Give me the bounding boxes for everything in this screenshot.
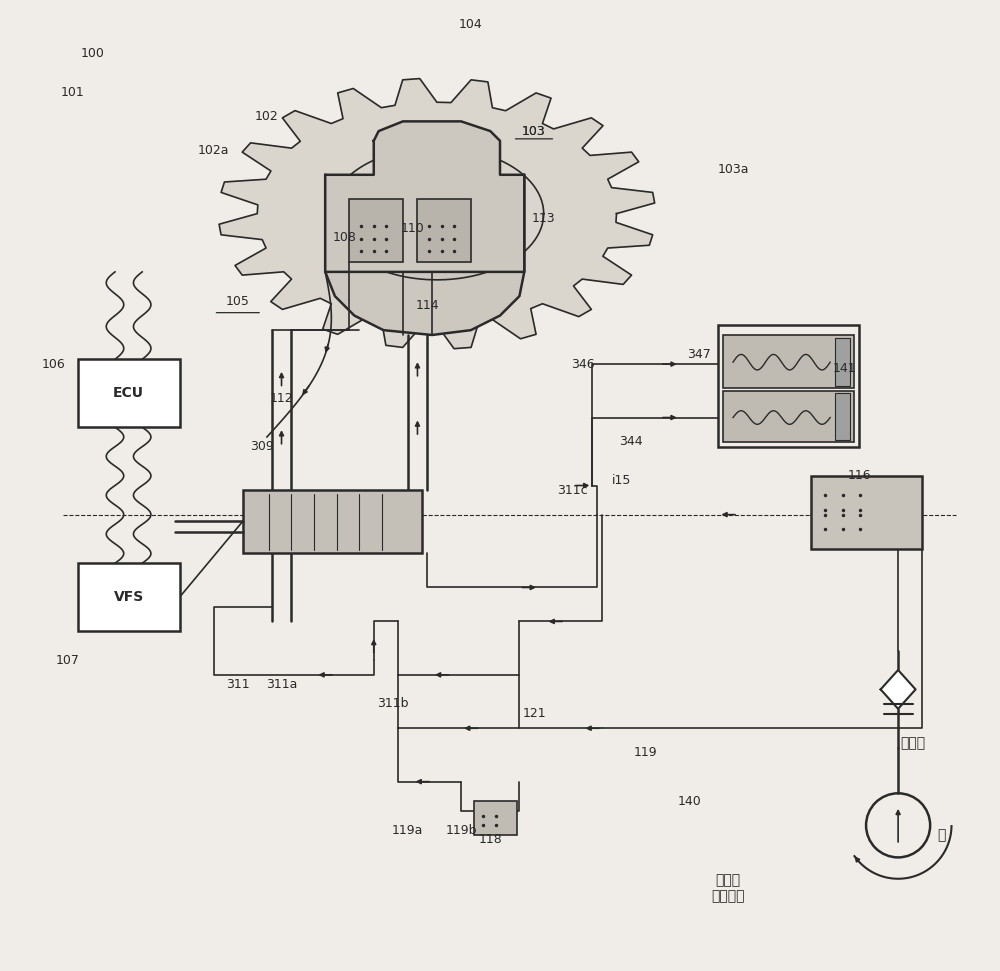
Polygon shape [881, 670, 916, 709]
Text: 311c: 311c [558, 484, 588, 497]
Text: 116: 116 [847, 469, 871, 483]
FancyBboxPatch shape [474, 801, 517, 835]
Text: 346: 346 [571, 357, 594, 371]
Text: 344: 344 [619, 435, 643, 449]
Polygon shape [325, 121, 524, 272]
Text: 来源－
主回油孔: 来源－ 主回油孔 [711, 873, 745, 904]
Text: 103: 103 [522, 124, 546, 138]
Text: 泵: 泵 [938, 828, 946, 842]
FancyBboxPatch shape [723, 391, 854, 442]
Polygon shape [219, 79, 655, 349]
Text: i15: i15 [612, 474, 631, 487]
Text: 107: 107 [56, 653, 80, 667]
Text: 118: 118 [478, 833, 502, 847]
Text: 309: 309 [250, 440, 274, 453]
Text: 110: 110 [401, 221, 424, 235]
Text: 114: 114 [415, 299, 439, 313]
FancyBboxPatch shape [349, 199, 403, 262]
FancyBboxPatch shape [835, 338, 850, 386]
FancyBboxPatch shape [78, 359, 180, 427]
Text: 101: 101 [61, 85, 85, 99]
Text: VFS: VFS [113, 590, 144, 604]
FancyBboxPatch shape [811, 476, 922, 549]
FancyBboxPatch shape [243, 490, 422, 553]
Text: ECU: ECU [113, 386, 144, 400]
Text: 106: 106 [41, 357, 65, 371]
Text: 103a: 103a [717, 163, 749, 177]
Text: 141: 141 [833, 362, 857, 376]
Polygon shape [325, 175, 524, 335]
Text: 105: 105 [226, 294, 250, 308]
Text: 102: 102 [255, 110, 279, 123]
Text: 113: 113 [532, 212, 556, 225]
Text: 108: 108 [333, 231, 357, 245]
FancyBboxPatch shape [78, 563, 180, 631]
Text: 347: 347 [687, 348, 711, 361]
Text: 119a: 119a [392, 823, 423, 837]
FancyBboxPatch shape [417, 199, 471, 262]
Text: 104: 104 [459, 17, 483, 31]
Text: 103: 103 [522, 124, 546, 138]
Text: 112: 112 [270, 391, 293, 405]
FancyBboxPatch shape [835, 393, 850, 440]
Text: 121: 121 [522, 707, 546, 720]
Text: 140: 140 [677, 794, 701, 808]
Text: 311: 311 [226, 678, 250, 691]
Text: 100: 100 [80, 47, 104, 60]
Text: 119: 119 [634, 746, 657, 759]
FancyBboxPatch shape [723, 335, 854, 388]
Text: 119b: 119b [445, 823, 477, 837]
Text: 限流器: 限流器 [900, 736, 925, 750]
Text: 311a: 311a [266, 678, 297, 691]
Text: 102a: 102a [198, 144, 229, 157]
Text: 311b: 311b [377, 697, 409, 711]
